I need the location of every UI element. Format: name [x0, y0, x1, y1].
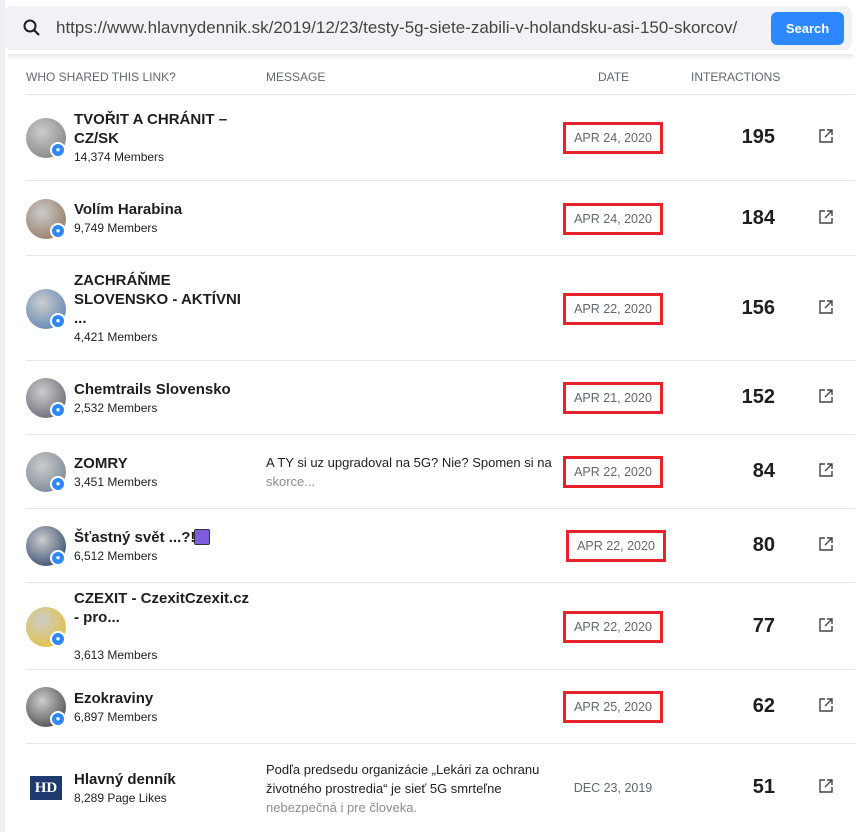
external-link-icon[interactable] — [819, 463, 833, 477]
group-icon: ● — [50, 476, 66, 492]
interactions-count: 84 — [752, 460, 775, 482]
sharer-name[interactable]: Chemtrails Slovensko — [74, 380, 231, 398]
date: APR 22, 2020 — [563, 456, 663, 488]
table-row: ● Ezokraviny 6,897 Members APR 25, 2020 62 — [26, 670, 855, 744]
group-icon: ● — [50, 402, 66, 418]
table-row: ● CZEXIT - CzexitCzexit.cz - pro... 3,613 … — [26, 583, 855, 670]
header-message: MESSAGE — [266, 70, 326, 84]
external-link-icon[interactable] — [819, 617, 833, 632]
date: APR 24, 2020 — [563, 122, 663, 154]
table-row: ● Chemtrails Slovensko 2,532 Members APR 21… — [26, 361, 855, 435]
sharer-name[interactable]: TVOŘIT A CHRÁNIT – CZ/SK — [74, 111, 228, 147]
sharer-count: 4,421 Members — [74, 330, 158, 344]
message-more[interactable]: skorce... — [266, 474, 316, 489]
interactions-count: 80 — [752, 534, 775, 556]
sharer-name[interactable]: CZEXIT - CzexitCzexit.cz - pro... — [74, 590, 250, 626]
group-icon: ● — [50, 142, 66, 158]
interactions-count: 184 — [741, 206, 775, 229]
group-icon: ● — [50, 222, 66, 239]
left-border — [0, 0, 5, 832]
header-who: WHO SHARED THIS LINK? — [26, 70, 176, 84]
interactions-count: 77 — [752, 614, 775, 637]
search-bar: https://www.hlavnydennik.sk/2019/12/23/t… — [4, 6, 852, 50]
page-logo: HD — [30, 776, 62, 800]
table-row: HD Hlavný denník 8,289 Page Likes Podľa pre… — [26, 744, 855, 832]
sharer-count: 8,289 Page Likes — [74, 790, 167, 805]
sharer-name[interactable]: Hlavný denník — [74, 770, 176, 788]
table-row: ● Volím Harabina 9,749 Members APR 24, 2020… — [26, 181, 855, 256]
group-icon: ● — [50, 550, 66, 566]
message-text: A TY si uz upgradoval na 5G? Nie? Spomen… — [266, 453, 556, 491]
table-row: ● ZOMRY 3,451 Members A TY si uz upgradoval… — [26, 435, 855, 509]
sharer-count: 2,532 Members — [74, 400, 158, 415]
date: APR 22, 2020 — [563, 292, 663, 325]
interactions-count: 152 — [741, 386, 775, 408]
external-link-icon[interactable] — [819, 389, 833, 403]
search-icon — [23, 19, 40, 36]
external-link-icon[interactable] — [819, 537, 833, 551]
table-row: ● TVOŘIT A CHRÁNIT – CZ/SK 14,374 Members A… — [26, 95, 855, 181]
interactions-count: 156 — [741, 296, 775, 319]
url-input[interactable]: https://www.hlavnydennik.sk/2019/12/23/t… — [56, 18, 738, 37]
message-text: Podľa predsedu organizácie „Lekári za oc… — [266, 760, 556, 817]
date: APR 25, 2020 — [563, 691, 663, 723]
message-main: A TY si uz upgradoval na 5G? Nie? Spomen… — [266, 455, 552, 470]
sharer-count: 3,451 Members — [74, 474, 158, 489]
sharer-name[interactable]: ZOMRY — [74, 454, 128, 472]
interactions-count: 51 — [752, 776, 775, 798]
interactions-count: 195 — [741, 126, 775, 148]
search-button[interactable]: Search — [771, 12, 844, 45]
sharer-count: 3,613 Members — [74, 648, 158, 662]
group-icon: ● — [50, 630, 66, 647]
sharer-count: 6,512 Members — [74, 548, 158, 563]
external-link-icon[interactable] — [819, 299, 833, 314]
sharer-count: 14,374 Members — [74, 150, 165, 164]
sharer-name[interactable]: Volím Harabina — [74, 201, 183, 218]
external-link-icon[interactable] — [819, 698, 833, 712]
header-divider — [26, 94, 855, 95]
header-interactions[interactable]: INTERACTIONS — [691, 70, 781, 84]
date: DEC 23, 2019 — [573, 781, 653, 795]
date: APR 22, 2020 — [566, 530, 666, 562]
external-link-icon[interactable] — [819, 209, 833, 224]
message-main: Podľa predsedu organizácie „Lekári za oc… — [266, 761, 540, 796]
table-row: ● ZACHRÁŇME SLOVENSKO - AKTÍVNI ... 4,421 … — [26, 256, 855, 361]
sharer-count: 9,749 Members — [74, 221, 158, 235]
interactions-count: 62 — [752, 695, 775, 717]
header-date[interactable]: DATE — [598, 70, 630, 84]
divider-shadow — [8, 54, 853, 60]
external-link-icon[interactable] — [819, 129, 833, 143]
date: APR 21, 2020 — [563, 382, 663, 414]
table-row: ● Šťastný svět ...?! 6,512 Members APR 22, … — [26, 509, 855, 583]
sharer-name[interactable]: Ezokraviny — [74, 689, 154, 707]
message-more[interactable]: nebezpečná i pre človeka. — [266, 799, 418, 815]
date: APR 22, 2020 — [563, 610, 663, 643]
group-icon: ● — [50, 711, 66, 727]
badge-icon — [194, 528, 210, 545]
date: APR 24, 2020 — [563, 202, 663, 235]
sharer-name[interactable]: Šťastný svět ...?! — [74, 528, 196, 546]
sharer-name[interactable]: ZACHRÁŇME SLOVENSKO - AKTÍVNI ... — [74, 272, 241, 327]
sharer-count: 6,897 Members — [74, 709, 158, 724]
group-icon: ● — [50, 312, 66, 329]
external-link-icon[interactable] — [819, 779, 833, 793]
